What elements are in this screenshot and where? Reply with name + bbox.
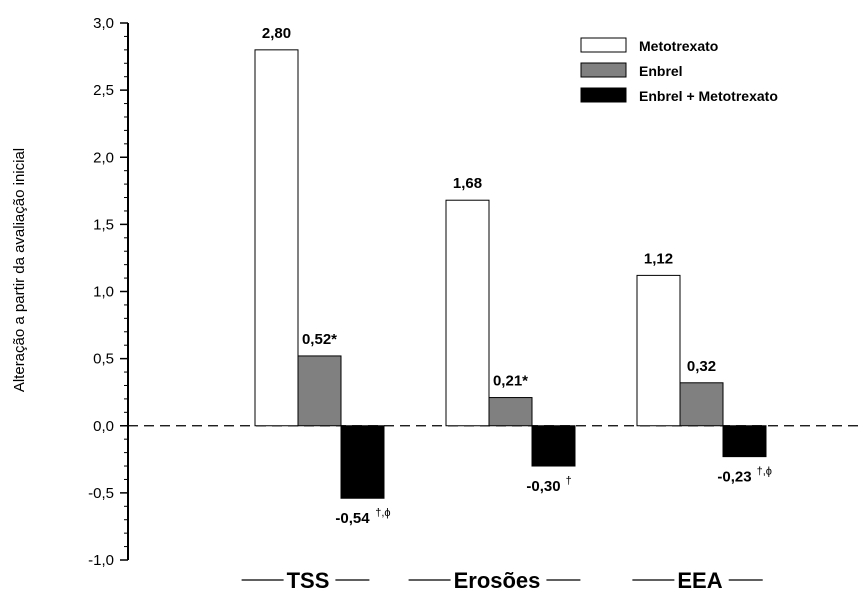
significance-marker: †,ϕ bbox=[375, 507, 390, 519]
significance-marker: †,ϕ bbox=[757, 466, 772, 478]
y-tick-label: -1,0 bbox=[88, 552, 114, 569]
data-label: -0,30 bbox=[526, 478, 560, 495]
legend-swatch-2 bbox=[580, 62, 627, 78]
legend-swatch-1 bbox=[580, 37, 627, 53]
y-axis-title: Alteração a partir da avaliação inicial bbox=[11, 148, 28, 392]
bar-eea-series-3 bbox=[722, 425, 767, 458]
data-label: 0,21* bbox=[493, 373, 528, 390]
significance-marker: † bbox=[566, 475, 572, 487]
bar-tss-series-3 bbox=[340, 425, 385, 499]
bar-tss-series-2 bbox=[297, 355, 342, 427]
legend-label-2: Enbrel bbox=[639, 63, 683, 79]
y-tick-label: 2,5 bbox=[93, 82, 114, 99]
category-label-1: Erosões bbox=[454, 568, 541, 593]
data-labels: 2,80 1,68 1,12 0,52* 0,21* 0,32 -0,54 †,ϕ -0,30 †… bbox=[262, 25, 772, 527]
legend: Metotrexato Enbrel Enbrel + Metotrexato bbox=[580, 37, 778, 104]
bar-eea-series-1 bbox=[636, 274, 681, 427]
data-label: 0,52* bbox=[302, 331, 337, 348]
bar-eea-series-2 bbox=[679, 382, 724, 427]
bar-erosões-series-3 bbox=[531, 425, 576, 467]
legend-label-3: Enbrel + Metotrexato bbox=[639, 88, 778, 104]
y-tick-label: -0,5 bbox=[88, 485, 114, 502]
legend-label-1: Metotrexato bbox=[639, 38, 718, 54]
y-tick-label: 2,0 bbox=[93, 149, 114, 166]
category-label-0: TSS bbox=[287, 568, 330, 593]
bar-tss-series-1 bbox=[254, 49, 299, 427]
data-label: 1,68 bbox=[453, 175, 482, 192]
data-label: 0,32 bbox=[687, 358, 716, 375]
y-axis: 3,0 2,5 2,0 1,5 1,0 0,5 0,0 -0,5 -1,0 bbox=[88, 15, 129, 569]
category-labels: TSS Erosões EEA bbox=[241, 568, 763, 593]
data-label: 2,80 bbox=[262, 25, 291, 42]
bars bbox=[254, 49, 767, 499]
bar-erosões-series-1 bbox=[445, 199, 490, 427]
y-tick-label: 0,0 bbox=[93, 418, 114, 435]
data-label: -0,23 bbox=[717, 469, 751, 486]
y-tick-label: 1,5 bbox=[93, 216, 114, 233]
category-label-2: EEA bbox=[677, 568, 722, 593]
bar-erosões-series-2 bbox=[488, 397, 533, 427]
data-label: 1,12 bbox=[644, 250, 673, 267]
y-tick-label: 1,0 bbox=[93, 284, 114, 301]
data-label: -0,54 bbox=[335, 510, 370, 527]
y-tick-label: 3,0 bbox=[93, 15, 114, 32]
legend-swatch-3 bbox=[580, 87, 627, 103]
y-tick-label: 0,5 bbox=[93, 351, 114, 368]
